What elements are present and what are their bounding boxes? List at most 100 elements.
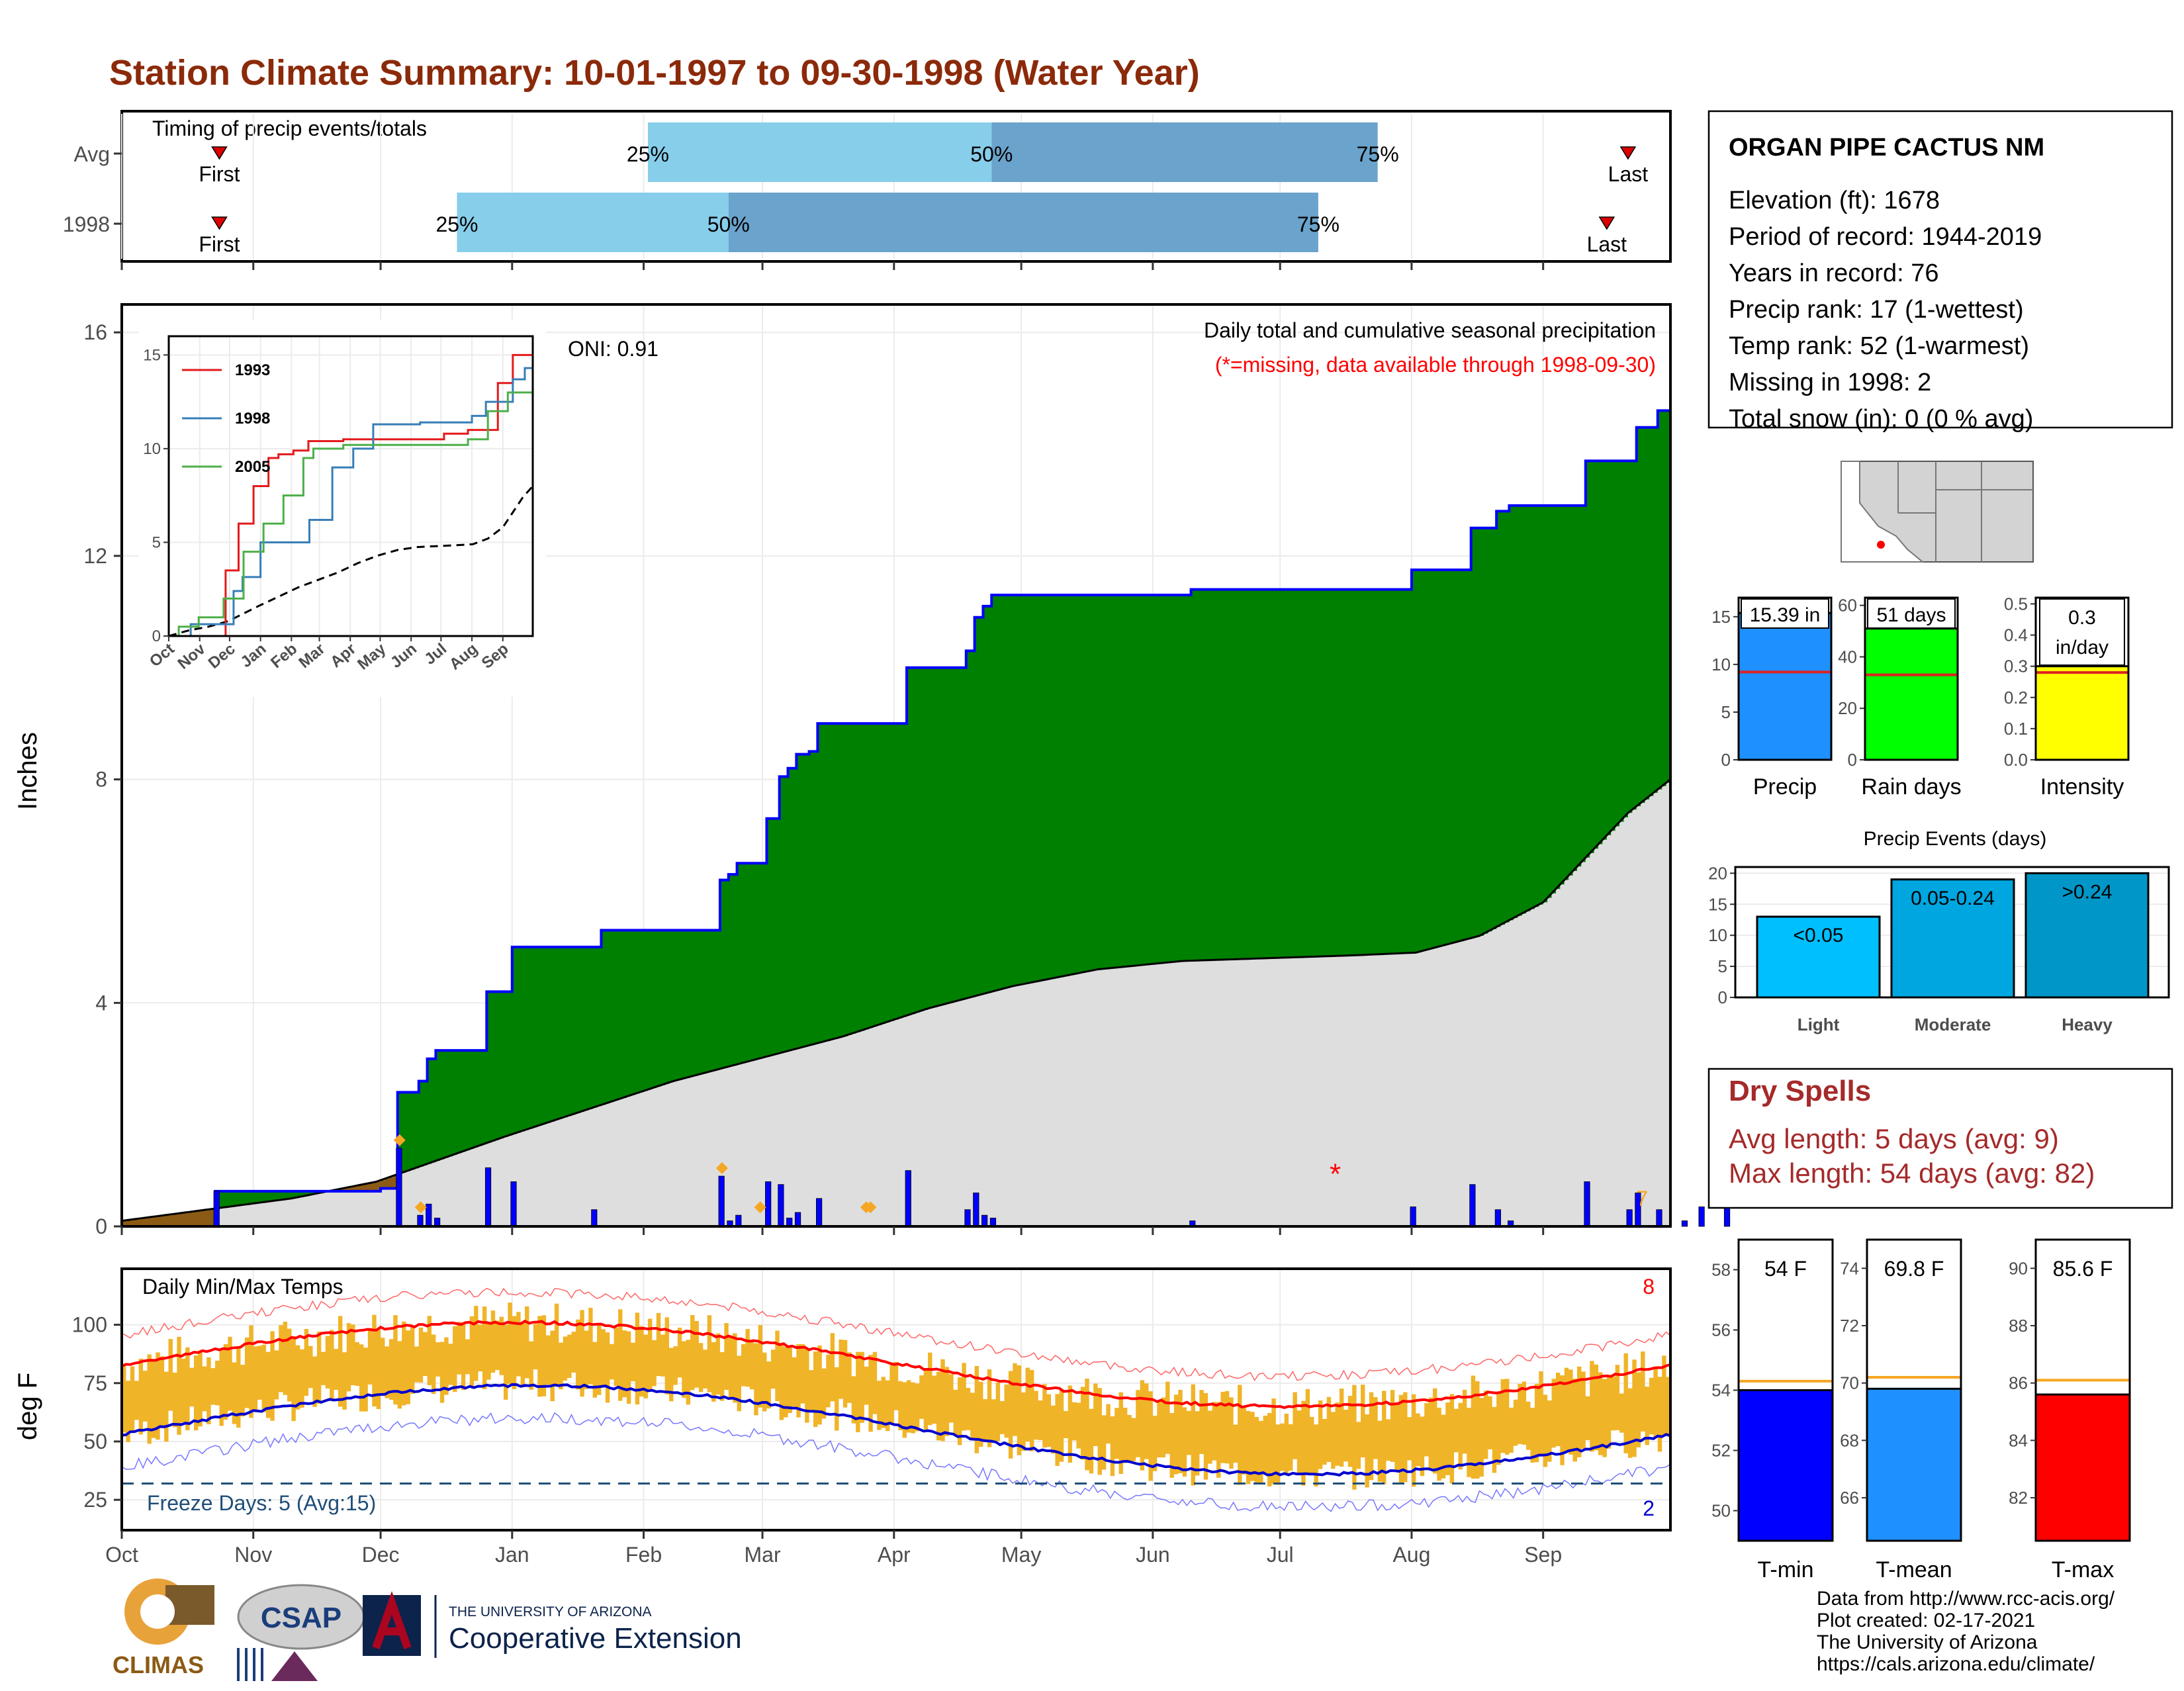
temp-summary-value-label: 69.8 F <box>1884 1257 1944 1281</box>
daily-precip-bar <box>981 1214 988 1227</box>
temp-summary-bar <box>1866 1387 1962 1542</box>
summary-category-label: Rain days <box>1861 774 1961 800</box>
summary-ytick-label: 0 <box>1848 750 1857 770</box>
summary-ytick-label: 5 <box>1721 702 1731 722</box>
summary-ytick-label: 10 <box>1711 655 1731 674</box>
daily-precip-bar <box>1584 1181 1590 1227</box>
climas-logo: CLIMAS <box>113 1578 214 1678</box>
summary-bar-chart: 0 5 10 15 15.39 in Precip <box>1711 596 1833 800</box>
temp-title: Daily Min/Max Temps <box>142 1275 343 1299</box>
summary-value-label: 51 days <box>1876 604 1946 626</box>
temp-ytick-label: 100 <box>72 1313 107 1337</box>
daily-precip-bar <box>765 1181 772 1227</box>
month-tick-label: Dec <box>362 1543 400 1567</box>
month-tick-label: Feb <box>625 1543 662 1567</box>
daily-precip-bar <box>964 1209 971 1227</box>
summary-value-bar <box>2034 665 2130 761</box>
csap-wordmark: CSAP <box>261 1602 341 1634</box>
station-info-line: Elevation (ft): 1678 <box>1729 187 1940 214</box>
temp-summary-chart: 50 52 54 56 58 54 F T-min <box>1711 1238 1834 1582</box>
temp-summary-ytick-label: 52 <box>1711 1441 1731 1461</box>
timing-bar-50-75 <box>728 193 1318 252</box>
summary-ytick-label: 0.1 <box>2004 719 2028 739</box>
summary-label-box <box>2039 598 2125 666</box>
summary-category-label: Intensity <box>2040 774 2124 800</box>
temp-summary-ytick-label: 68 <box>1840 1430 1859 1450</box>
footer: CLIMAS CSAP THE UNIVERSITY OF ARIZONA Co… <box>113 1578 2115 1681</box>
summary-category-label: Precip <box>1753 774 1817 800</box>
precip-ytick-label: 16 <box>83 320 107 344</box>
temp-ytick-label: 75 <box>83 1371 107 1395</box>
daily-precip-bar <box>1410 1207 1416 1227</box>
summary-bar-chart: 0.0 0.1 0.2 0.3 0.4 0.5 0.3 in/day Intensity <box>2004 594 2130 800</box>
timing-bar-25-50 <box>647 122 992 182</box>
temp-summary-frame <box>1866 1238 1962 1542</box>
record-high-line <box>121 1287 1671 1381</box>
events-category-label: Light <box>1797 1015 1840 1034</box>
map-pacific-area <box>1841 461 1925 563</box>
month-tick-label: Oct <box>105 1543 138 1567</box>
daily-precip-bar <box>591 1209 598 1227</box>
month-tick-label: Mar <box>745 1543 781 1567</box>
temp-summary-ytick-label: 72 <box>1840 1316 1859 1336</box>
timing-last-label: Last <box>1587 232 1627 256</box>
events-category-label: Moderate <box>1915 1015 1991 1034</box>
timing-first-marker <box>211 216 228 230</box>
inset-ytick-label: 5 <box>152 533 161 551</box>
freeze-days-label: Freeze Days: 5 (Avg:15) <box>147 1491 376 1515</box>
summary-ytick-label: 0 <box>1721 750 1731 770</box>
month-tick-label: Jun <box>1136 1543 1170 1567</box>
temp-summary-ytick-label: 50 <box>1711 1501 1731 1521</box>
timing-bar-50-75 <box>991 122 1378 182</box>
precip-normal-area <box>122 779 1670 1226</box>
summary-value-bar <box>1864 627 1959 761</box>
events-bar-label: <0.05 <box>1794 925 1844 946</box>
events-ytick-label: 15 <box>1708 894 1727 914</box>
daily-precip-bar <box>1698 1207 1705 1227</box>
precip-ytick-label: 8 <box>95 768 107 792</box>
precip-subtitle: Daily total and cumulative seasonal prec… <box>1204 318 1656 342</box>
events-bar-label: >0.24 <box>2062 881 2113 903</box>
ua-small-text: THE UNIVERSITY OF ARIZONA <box>449 1604 652 1620</box>
inset-ytick-label: 0 <box>152 627 161 645</box>
dry-spells-title: Dry Spells <box>1729 1075 1871 1107</box>
events-bar <box>1756 915 1881 999</box>
summary-label-box <box>1867 598 1956 629</box>
station-info-line: Total snow (in): 0 (0 % avg) <box>1729 405 2033 433</box>
summary-ytick-label: 0.0 <box>2004 750 2028 770</box>
temp-summary-value-label: 85.6 F <box>2053 1257 2113 1281</box>
footer-info-line: The University of Arizona <box>1817 1631 2038 1653</box>
daily-precip-bar <box>1469 1184 1476 1227</box>
daily-temp-bars <box>122 1303 1670 1490</box>
month-tick-label: Jul <box>1267 1543 1294 1567</box>
normal-max-line <box>121 1319 1671 1409</box>
summary-ytick-label: 60 <box>1838 596 1857 616</box>
missing-data-marker: * <box>1330 1158 1341 1190</box>
summary-plot-frame <box>1737 596 1833 761</box>
temp-summary-category-label: T-max <box>2052 1557 2114 1582</box>
inset-series-line <box>169 336 534 637</box>
events-ytick-label: 5 <box>1718 956 1727 976</box>
station-info-box: ORGAN PIPE CACTUS NM Elevation (ft): 167… <box>1707 110 2173 433</box>
temp-summary-ytick-label: 86 <box>2009 1373 2028 1393</box>
ua-a-glyph <box>372 1590 412 1649</box>
station-frame <box>1707 110 2173 429</box>
precip-normal-line <box>121 778 1671 1222</box>
precip-above-normal-area <box>215 410 1671 1209</box>
events-category-label: Heavy <box>2062 1015 2113 1034</box>
events-bar <box>1890 878 2015 999</box>
temp-summary-category-label: T-mean <box>1876 1557 1952 1582</box>
summary-value-label-unit: in/day <box>2056 637 2109 659</box>
precip-ytick-label: 4 <box>95 991 107 1015</box>
temp-ylabel: deg F <box>13 1373 42 1440</box>
temp-summary-chart: 82 84 86 88 90 85.6 F T-max <box>2009 1238 2131 1582</box>
ua-logo: THE UNIVERSITY OF ARIZONA Cooperative Ex… <box>363 1590 742 1658</box>
daily-precip-marker <box>393 1134 406 1146</box>
locator-map <box>1841 461 2034 563</box>
temp-summary-bar <box>1737 1389 1834 1542</box>
timing-p50-label: 50% <box>707 212 750 236</box>
events-frame <box>1734 866 2170 999</box>
events-bar-label: 0.05-0.24 <box>1911 888 1995 909</box>
